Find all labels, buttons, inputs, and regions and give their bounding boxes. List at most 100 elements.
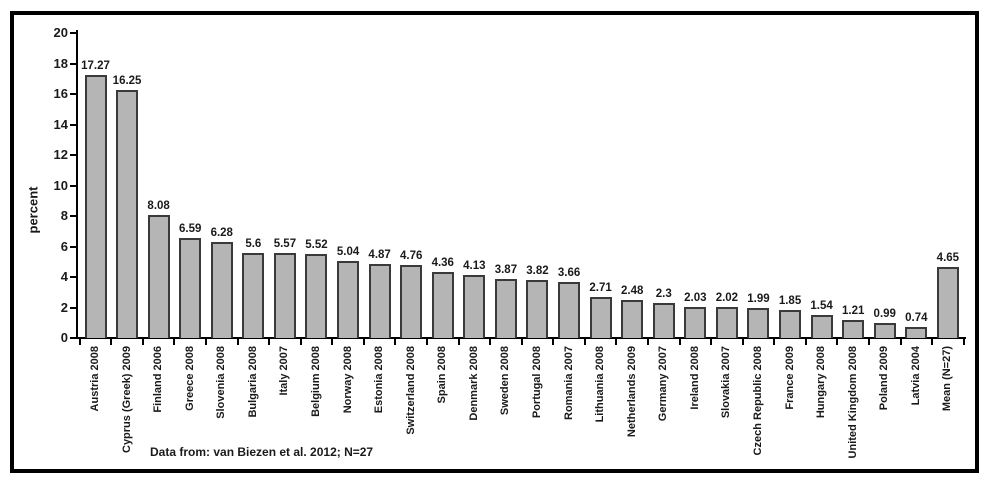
y-tick-label: 4 xyxy=(60,269,68,284)
x-tick-mark xyxy=(141,339,144,345)
x-category-label-text: Portugal 2008 xyxy=(530,346,543,419)
y-tick-mark xyxy=(70,306,77,309)
x-tick-mark xyxy=(552,339,555,345)
x-tick-mark xyxy=(236,339,239,345)
bar xyxy=(305,253,328,338)
x-axis-line xyxy=(76,337,966,339)
x-category-label-text: Czech Republic 2008 xyxy=(751,346,764,456)
bar-value-label: 2.03 xyxy=(684,292,707,305)
bar xyxy=(905,326,928,338)
x-category-label-text: Austria 2008 xyxy=(89,346,101,412)
bar-value-label: 4.13 xyxy=(463,260,486,273)
y-tick-label: 10 xyxy=(53,177,68,193)
x-category-label-text: Italy 2007 xyxy=(278,346,291,396)
bar xyxy=(747,307,770,338)
x-category-label-text: Poland 2009 xyxy=(878,346,891,411)
bar xyxy=(337,261,360,338)
y-tick-mark xyxy=(70,154,77,156)
bar xyxy=(116,90,139,338)
y-tick-mark xyxy=(70,93,77,95)
bar-value-label: 3.87 xyxy=(494,263,518,276)
x-tick-mark xyxy=(331,339,334,345)
x-category-label-text: Lithuania 2008 xyxy=(594,346,607,423)
bar-value-label: 0.74 xyxy=(905,311,928,324)
x-tick-mark xyxy=(646,339,649,345)
x-category-label-text: Switzerland 2008 xyxy=(404,346,417,435)
x-category-label-text: Ireland 2008 xyxy=(688,346,701,410)
bar-value-label: 4.87 xyxy=(368,248,391,261)
bar xyxy=(84,74,107,338)
bar xyxy=(463,275,486,338)
bar-value-label: 5.6 xyxy=(245,237,262,250)
bar-value-label: 3.82 xyxy=(526,264,549,277)
y-tick-mark xyxy=(70,32,77,34)
y-tick-mark xyxy=(70,62,77,65)
bar-value-label: 0.99 xyxy=(873,307,896,320)
x-category-label-text: France 2009 xyxy=(783,346,796,410)
bar-value-label: 16.25 xyxy=(112,75,142,88)
bar xyxy=(936,267,959,338)
bar xyxy=(873,322,896,338)
x-tick-mark xyxy=(836,339,839,345)
y-tick-label: 6 xyxy=(60,238,68,254)
x-category-label-text: Norway 2008 xyxy=(341,346,354,414)
x-tick-mark xyxy=(899,339,902,345)
x-category-label-text: Denmark 2008 xyxy=(467,346,480,421)
bar xyxy=(494,278,517,338)
x-tick-mark xyxy=(867,339,870,345)
y-tick-label: 8 xyxy=(60,208,68,223)
bar-value-label: 4.76 xyxy=(399,250,423,263)
bar-value-label: 2.71 xyxy=(589,281,612,294)
x-category-label-text: Netherlands 2009 xyxy=(625,346,638,438)
x-tick-mark xyxy=(804,339,807,345)
bar-value-label: 1.85 xyxy=(778,294,802,307)
y-tick-label: 16 xyxy=(53,86,68,101)
y-tick-label: 20 xyxy=(53,25,68,40)
x-category-label-text: Latvia 2004 xyxy=(909,346,922,406)
bar xyxy=(242,252,265,338)
bar-value-label: 2.3 xyxy=(655,287,672,300)
x-tick-mark xyxy=(678,339,681,345)
bar-value-label: 1.54 xyxy=(810,299,833,312)
bar xyxy=(684,307,707,338)
y-tick-mark xyxy=(70,123,77,126)
bar xyxy=(810,314,833,338)
y-tick-label: 0 xyxy=(60,330,68,345)
x-tick-mark xyxy=(299,339,302,345)
x-category-label-text: Slovenia 2008 xyxy=(215,346,228,419)
bar xyxy=(842,319,865,338)
x-tick-mark xyxy=(425,339,428,345)
bar xyxy=(400,265,423,338)
x-tick-mark xyxy=(489,339,492,345)
x-category-label-text: Bulgaria 2008 xyxy=(246,346,259,418)
y-tick-label: 12 xyxy=(53,147,68,162)
bar xyxy=(652,302,675,338)
bar-value-label: 17.27 xyxy=(81,59,110,72)
x-tick-mark xyxy=(78,339,81,345)
source-note: Data from: van Biezen et al. 2012; N=27 xyxy=(150,445,374,459)
bar-value-label: 6.28 xyxy=(210,227,233,240)
bar xyxy=(621,300,644,338)
bar-value-label: 2.02 xyxy=(715,292,739,305)
x-tick-mark xyxy=(204,339,207,345)
bar-value-label: 6.59 xyxy=(179,222,202,235)
bar-value-label: 5.04 xyxy=(336,246,360,259)
y-tick-mark xyxy=(70,184,77,187)
x-category-label-text: Slovakia 2007 xyxy=(720,346,733,419)
bar-value-label: 4.36 xyxy=(431,256,454,269)
bar xyxy=(147,214,170,338)
x-tick-mark xyxy=(394,339,397,345)
bar-value-label: 5.57 xyxy=(273,238,297,251)
y-tick-mark xyxy=(70,215,77,217)
x-category-label-text: Mean (N=27) xyxy=(941,346,954,412)
x-tick-mark xyxy=(773,339,776,345)
bar-value-label: 1.99 xyxy=(747,292,770,305)
x-category-label-text: Belgium 2008 xyxy=(309,346,322,417)
x-category-label-text: Greece 2008 xyxy=(183,346,196,411)
bar-value-label: 4.65 xyxy=(936,252,960,265)
bar xyxy=(273,253,296,338)
y-tick-mark xyxy=(70,245,77,248)
bar xyxy=(368,263,391,338)
x-category-label-text: Hungary 2008 xyxy=(815,346,828,419)
